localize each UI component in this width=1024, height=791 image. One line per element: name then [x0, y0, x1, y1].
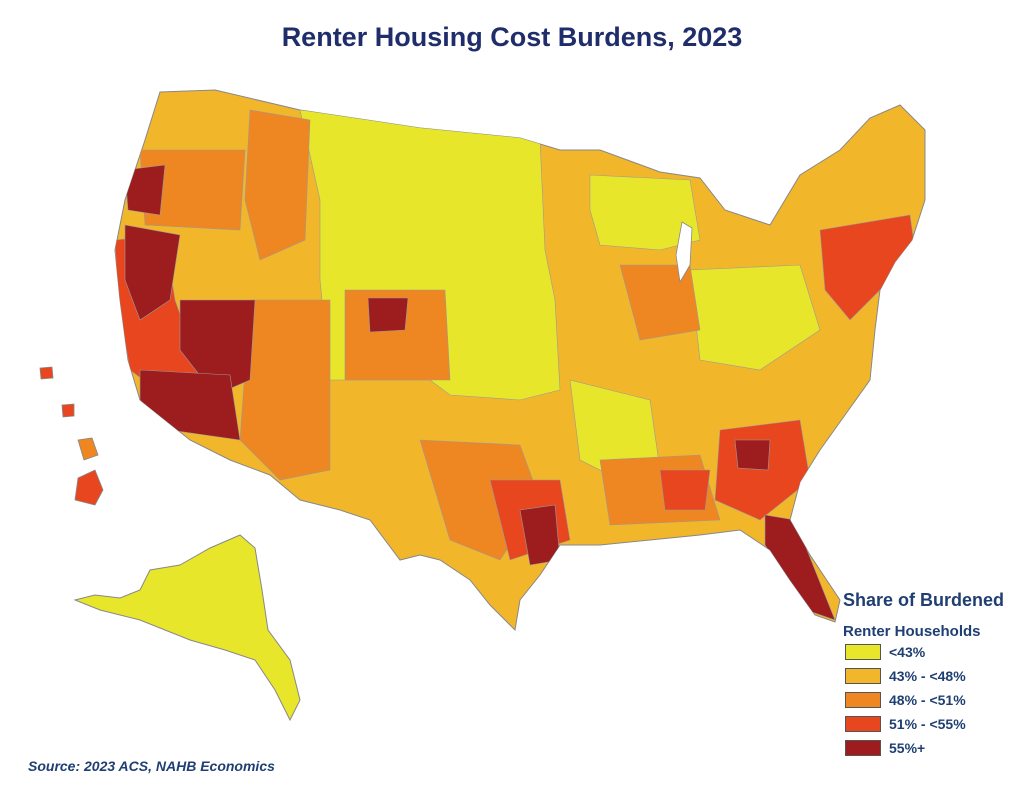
legend-item: 51% - <55% — [845, 712, 1023, 736]
legend-swatch — [845, 740, 881, 756]
legend-item: <43% — [845, 640, 1023, 664]
legend-item: 43% - <48% — [845, 664, 1023, 688]
region-carolina-darkred — [734, 439, 771, 471]
region-socal-darkred — [139, 369, 241, 441]
region-upper-midwest-yellow — [589, 174, 701, 251]
region-atlanta-red — [659, 469, 711, 511]
source-note: Source: 2023 ACS, NAHB Economics — [28, 758, 275, 774]
legend-swatch — [845, 716, 881, 732]
hawaii-kauai — [39, 366, 54, 380]
legend-title-line1: Share of Burdened — [843, 590, 1005, 610]
legend-item: 48% - <51% — [845, 688, 1023, 712]
hawaii-maui — [77, 437, 99, 461]
legend-label: <43% — [889, 644, 926, 660]
region-great-lakes-orange — [619, 264, 701, 341]
legend-label: 51% - <55% — [889, 716, 966, 732]
lake-michigan — [675, 221, 693, 284]
legend-item: 55%+ — [845, 736, 1023, 760]
region-utah-darkred — [367, 297, 409, 333]
legend-label: 55%+ — [889, 740, 926, 756]
region-northeast-red — [819, 214, 916, 321]
region-southeast-red — [714, 419, 811, 521]
region-pacific-nw-darkred — [124, 164, 166, 216]
region-southwest-orange — [239, 299, 331, 481]
legend-swatch — [845, 692, 881, 708]
region-ohio-valley-yellow — [689, 264, 821, 371]
region-nevada-darkred — [179, 299, 256, 396]
region-norcal-darkred — [124, 224, 181, 321]
legend-swatch — [845, 668, 881, 684]
region-florida-darkred — [764, 514, 836, 621]
legend-label: 48% - <51% — [889, 692, 966, 708]
legend-title-line2: Renter Households — [843, 623, 981, 640]
hawaii-oahu — [61, 403, 75, 418]
map-legend: Share of Burdened Renter Households <43%… — [843, 590, 1023, 760]
region-idaho-orange — [244, 109, 311, 261]
hawaii-big-island — [74, 469, 104, 506]
map-title: Renter Housing Cost Burdens, 2023 — [281, 22, 743, 52]
alaska-shape — [73, 534, 301, 722]
legend-swatch — [845, 644, 881, 660]
legend-label: 43% - <48% — [889, 668, 966, 684]
